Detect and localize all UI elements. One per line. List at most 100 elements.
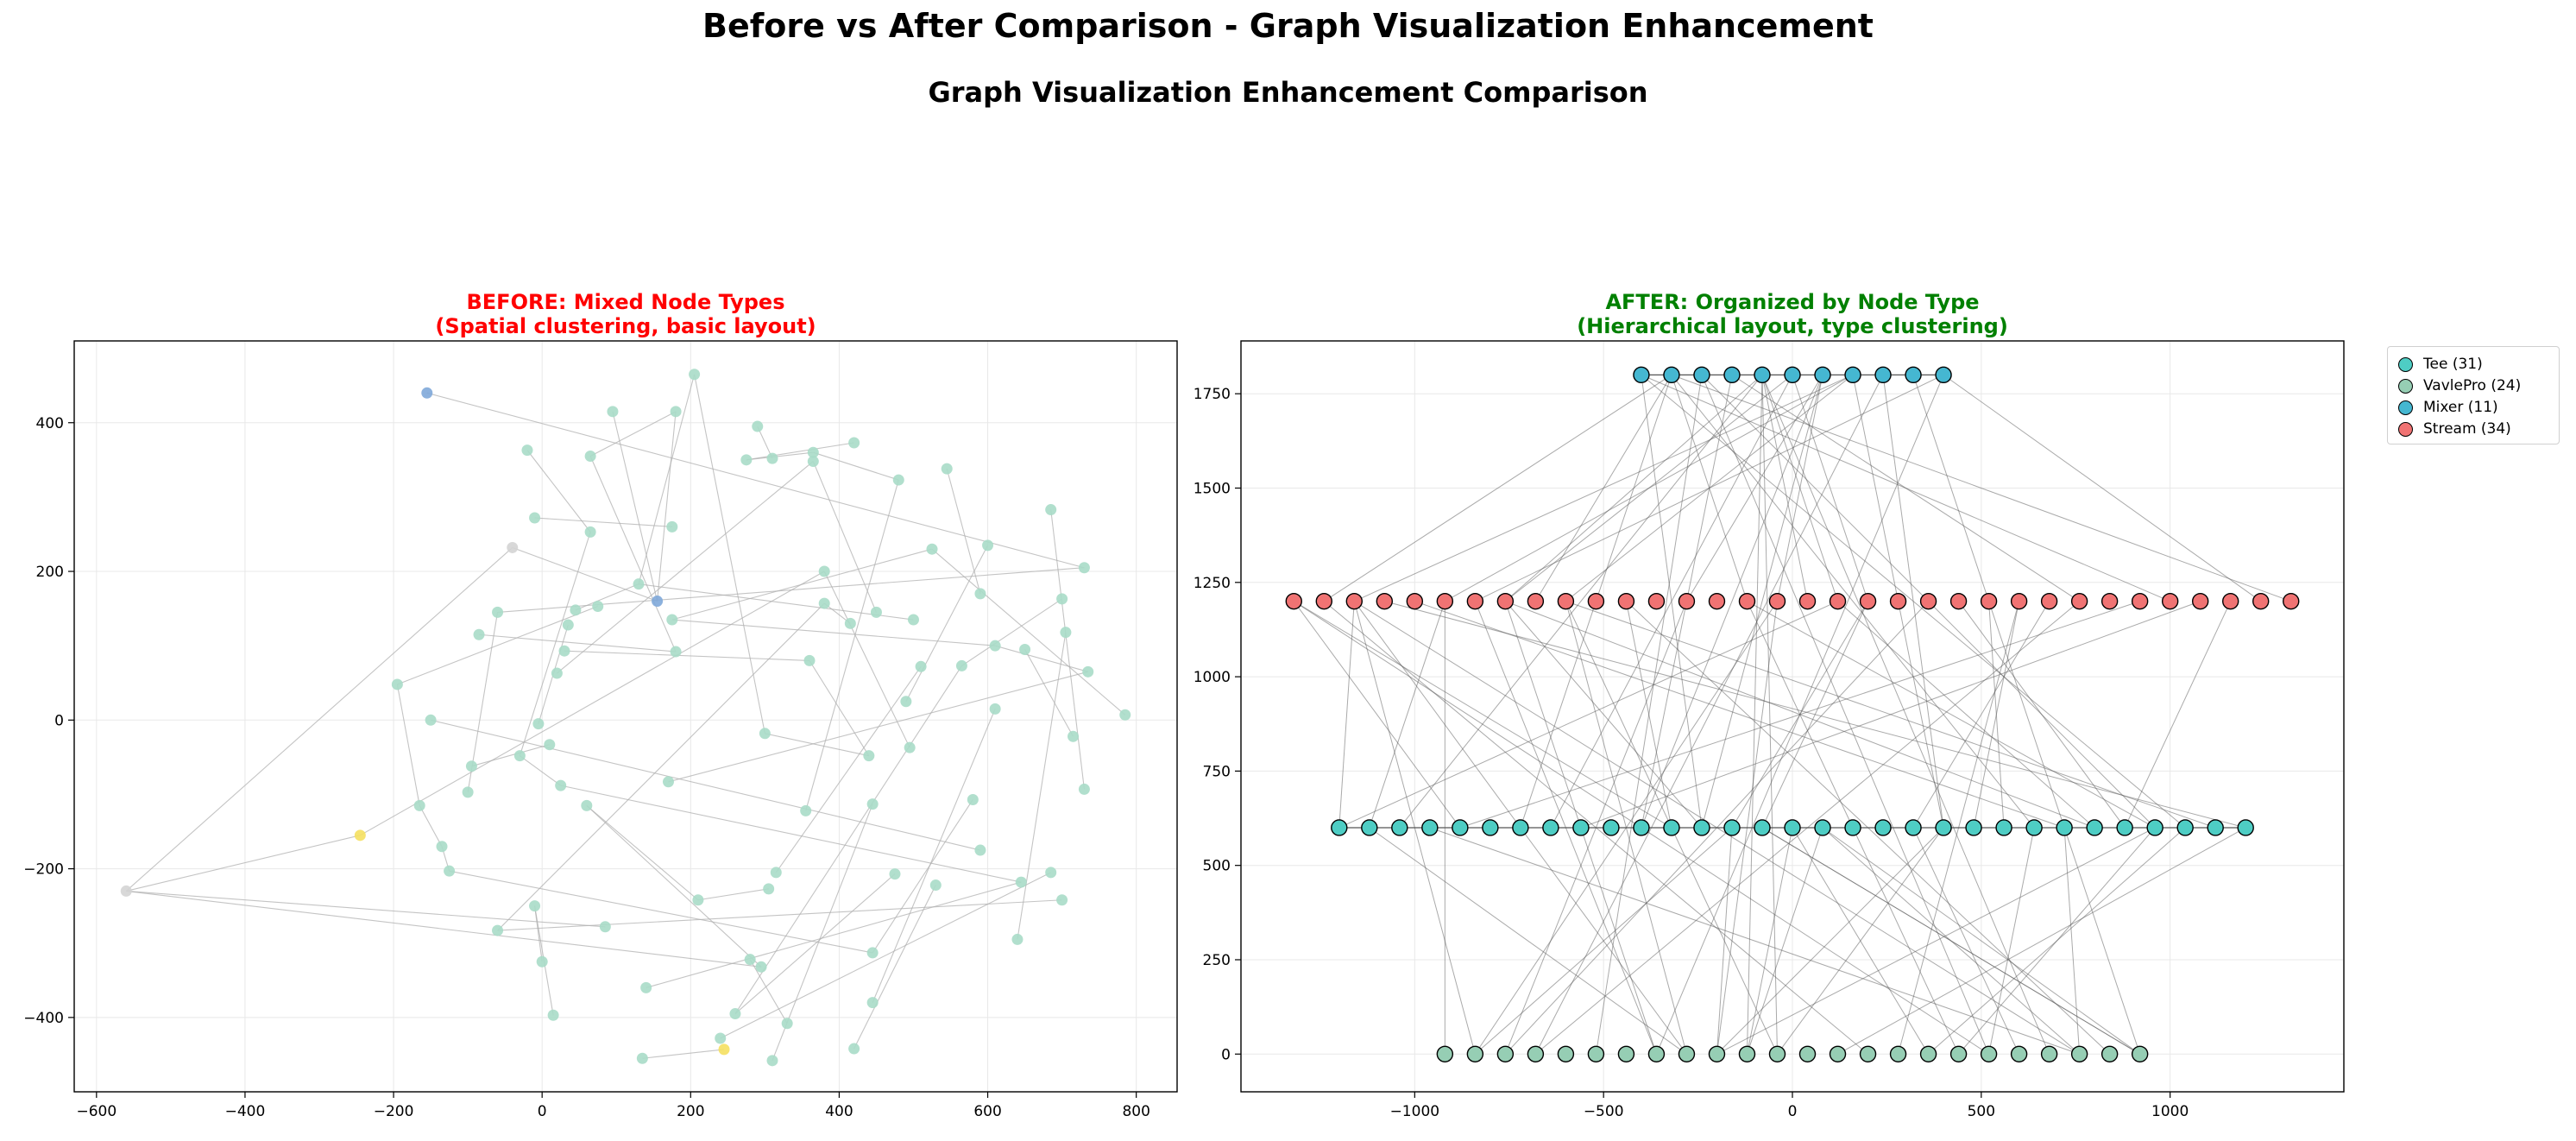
after-ytick-label: 1250 (1194, 575, 1231, 592)
before-edge (746, 442, 854, 461)
before-plot-frame (73, 340, 1178, 1093)
after-xtick-label: −500 (1584, 1103, 1624, 1120)
after-xtick-label: 1000 (2151, 1103, 2189, 1120)
before-title-line1: BEFORE: Mixed Node Types (466, 290, 785, 314)
before-edge (564, 650, 810, 661)
after-node-vavlepro (1829, 1045, 1847, 1062)
after-edge (1504, 601, 1703, 829)
after-edges (1293, 374, 2291, 1055)
after-node-vavlepro (1980, 1045, 1998, 1062)
after-edge (1822, 827, 2140, 1055)
legend-item-mixer: Mixer (11) (2398, 397, 2498, 418)
before-edge (419, 805, 443, 848)
before-node (763, 883, 775, 895)
after-edge (1475, 827, 1733, 1055)
after-edge (1837, 827, 2246, 1055)
before-node (759, 728, 771, 740)
before-node (1045, 867, 1057, 879)
before-node (1056, 894, 1068, 906)
before-node (1015, 876, 1027, 888)
before-node (848, 1043, 860, 1055)
after-node-tee (2176, 819, 2194, 836)
after-edge (1294, 601, 1672, 829)
before-node (982, 539, 994, 552)
before-node (848, 437, 860, 449)
after-edge (1716, 827, 1733, 1055)
after-node-tee (1452, 819, 1469, 836)
before-node (989, 703, 1001, 715)
before-node (715, 1032, 727, 1044)
before-edge (775, 665, 922, 873)
before-node (1119, 709, 1131, 721)
before-node (492, 606, 504, 618)
after-edge (1747, 601, 2156, 829)
after-edge (1354, 374, 1854, 602)
before-node (974, 588, 986, 600)
before-edge (1024, 649, 1074, 737)
before-edge (526, 450, 591, 533)
after-node-tee (1331, 819, 1348, 836)
before-node (1078, 783, 1090, 795)
after-node-vavlepro (2040, 1045, 2058, 1062)
after-node-stream (1285, 592, 1302, 610)
after-node-stream (2070, 592, 2088, 610)
legend-swatch-vavlepro (2398, 378, 2413, 394)
before-edge (697, 888, 769, 901)
before-node (547, 1009, 559, 1021)
after-edge (1747, 827, 1823, 1055)
after-edge (1761, 601, 1868, 829)
legend-label-tee: Tee (31) (2423, 356, 2483, 373)
after-node-tee (1542, 819, 1559, 836)
after-node-tee (1754, 819, 1771, 836)
before-node (562, 619, 574, 631)
before-node (421, 387, 433, 399)
before-ytick-label: −400 (23, 1010, 64, 1027)
after-node-stream (2191, 592, 2209, 610)
before-edge (946, 469, 981, 595)
after-node-tee (1874, 819, 1892, 836)
before-node (967, 793, 979, 805)
after-ytick-label: 750 (1203, 763, 1231, 780)
before-node (766, 1055, 778, 1067)
after-node-stream (1315, 592, 1332, 610)
before-node (1019, 643, 1031, 655)
after-edge (1353, 601, 1476, 1055)
before-edge (995, 645, 1088, 672)
after-edge (1671, 375, 2035, 829)
before-edge (589, 456, 677, 652)
after-node-tee (1814, 819, 1831, 836)
after-edge (1746, 375, 1763, 1055)
after-title-line2: (Hierarchical layout, type clustering) (1577, 314, 2008, 338)
after-ytick-label: 1500 (1194, 481, 1231, 498)
after-edge (1958, 827, 2156, 1055)
after-node-stream (1708, 592, 1726, 610)
after-node-vavlepro (1708, 1045, 1726, 1062)
before-edge (961, 598, 1062, 666)
before-edge (638, 583, 914, 621)
after-xtick-label: −1000 (1390, 1103, 1440, 1120)
after-node-tee (2116, 819, 2133, 836)
after-node-tee (2207, 819, 2224, 836)
after-plot-frame (1240, 340, 2345, 1093)
before-node (1056, 593, 1068, 605)
before-edge (905, 545, 989, 703)
before-edge (471, 744, 550, 767)
after-node-vavlepro (1859, 1045, 1877, 1062)
before-node (507, 541, 519, 553)
after-node-mixer (1905, 366, 1922, 384)
after-node-stream (2040, 592, 2058, 610)
before-edge (872, 799, 973, 954)
before-node (532, 718, 545, 730)
before-node (607, 406, 619, 418)
after-edge (1565, 601, 1687, 1055)
after-node-stream (2252, 592, 2270, 610)
after-edge (1973, 601, 2020, 829)
before-edge (657, 411, 677, 602)
after-node-tee (1603, 819, 1620, 836)
before-node (907, 614, 919, 626)
before-node (692, 894, 704, 906)
figure-title: Before vs After Comparison - Graph Visua… (702, 7, 1874, 45)
after-edge (1792, 827, 1929, 1055)
legend-item-stream: Stream (34) (2398, 419, 2511, 439)
before-node (800, 804, 812, 816)
